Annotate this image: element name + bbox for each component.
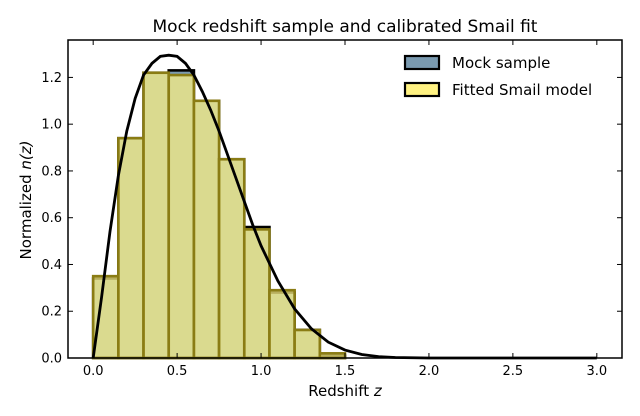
legend-label-mock: Mock sample bbox=[452, 54, 550, 72]
x-tick-label: 0.0 bbox=[83, 364, 104, 379]
y-tick-label: 0.8 bbox=[41, 164, 62, 179]
y-axis-label: Normalized n(z) bbox=[17, 141, 35, 260]
x-tick-label: 3.0 bbox=[586, 364, 607, 379]
legend-swatch-mock bbox=[403, 54, 441, 71]
legend: Mock sample Fitted Smail model bbox=[403, 54, 592, 99]
x-axis-label: Redshift z bbox=[308, 382, 383, 400]
y-tick-label: 0.2 bbox=[41, 305, 62, 320]
legend-label-model: Fitted Smail model bbox=[452, 81, 592, 99]
x-tick-label: 2.5 bbox=[503, 364, 524, 379]
y-tick-label: 1.0 bbox=[41, 118, 62, 133]
model-bar-6 bbox=[242, 228, 271, 360]
y-axis-ticks: 0.0 0.2 0.4 0.6 0.8 1.0 1.2 bbox=[41, 71, 622, 367]
x-axis-ticks: 0.0 0.5 1.0 1.5 2.0 2.5 3.0 bbox=[83, 40, 607, 379]
model-bar-4 bbox=[192, 99, 221, 360]
x-tick-label: 2.0 bbox=[419, 364, 440, 379]
model-bar-0 bbox=[91, 274, 120, 360]
x-tick-label: 1.5 bbox=[335, 364, 356, 379]
chart-title: Mock redshift sample and calibrated Smai… bbox=[153, 17, 538, 37]
x-tick-label: 0.5 bbox=[167, 364, 188, 379]
model-bars bbox=[91, 71, 347, 360]
model-bar-3 bbox=[167, 73, 196, 360]
y-tick-label: 1.2 bbox=[41, 71, 62, 86]
model-bar-1 bbox=[117, 136, 145, 360]
y-tick-label: 0.6 bbox=[41, 211, 62, 226]
y-tick-label: 0.4 bbox=[41, 258, 62, 273]
legend-swatch-model bbox=[403, 81, 441, 98]
y-tick-label: 0.0 bbox=[41, 352, 62, 367]
model-bar-8 bbox=[293, 328, 322, 360]
model-bar-2 bbox=[142, 71, 171, 360]
smail-curve-line bbox=[91, 53, 597, 360]
x-tick-label: 1.0 bbox=[251, 364, 272, 379]
